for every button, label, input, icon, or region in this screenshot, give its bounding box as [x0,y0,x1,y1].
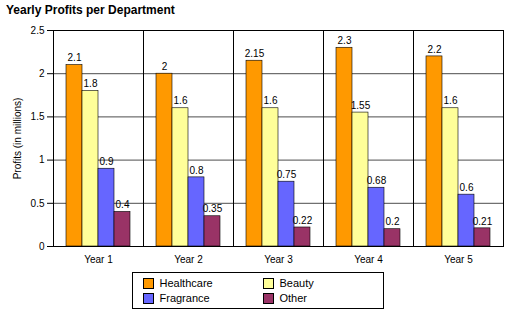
svg-text:0.8: 0.8 [190,165,204,176]
svg-text:Year 2: Year 2 [174,254,203,265]
svg-text:1.8: 1.8 [84,78,98,89]
svg-text:0.9: 0.9 [100,156,114,167]
svg-text:Profits (in millions): Profits (in millions) [12,98,23,180]
svg-text:0.6: 0.6 [460,182,474,193]
svg-text:2.15: 2.15 [245,48,265,59]
html-text:Beauty: Beauty [279,277,314,289]
svg-text:0.2: 0.2 [386,216,400,227]
svg-text:0.22: 0.22 [293,215,313,226]
svg-text:0.68: 0.68 [367,175,387,186]
html-text:Other: Other [279,292,307,304]
svg-text:2.1: 2.1 [68,52,82,63]
svg-text:0.4: 0.4 [116,199,130,210]
html-text:Healthcare: Healthcare [159,277,213,289]
svg-text:1.5: 1.5 [31,111,45,122]
svg-text:2: 2 [39,68,45,79]
svg-text:2.2: 2.2 [428,44,442,55]
svg-text:Year 5: Year 5 [444,254,473,265]
svg-text:2: 2 [162,61,168,72]
svg-text:Year 4: Year 4 [354,254,383,265]
svg-text:0.5: 0.5 [31,198,45,209]
svg-text:2.5: 2.5 [31,25,45,36]
html-text:Fragrance: Fragrance [159,292,210,304]
svg-text:0.35: 0.35 [203,203,223,214]
svg-text:0.75: 0.75 [277,169,297,180]
svg-text:Year 1: Year 1 [84,254,113,265]
svg-text:0: 0 [39,241,45,252]
svg-text:1.55: 1.55 [351,100,371,111]
svg-text:Year 3: Year 3 [264,254,293,265]
svg-text:2.3: 2.3 [338,35,352,46]
svg-text:1.6: 1.6 [264,95,278,106]
svg-text:0.21: 0.21 [473,216,493,227]
svg-text:1.6: 1.6 [174,95,188,106]
svg-text:1: 1 [39,154,45,165]
html-text:Yearly Profits per Department: Yearly Profits per Department [6,3,175,17]
svg-text:1.6: 1.6 [444,95,458,106]
